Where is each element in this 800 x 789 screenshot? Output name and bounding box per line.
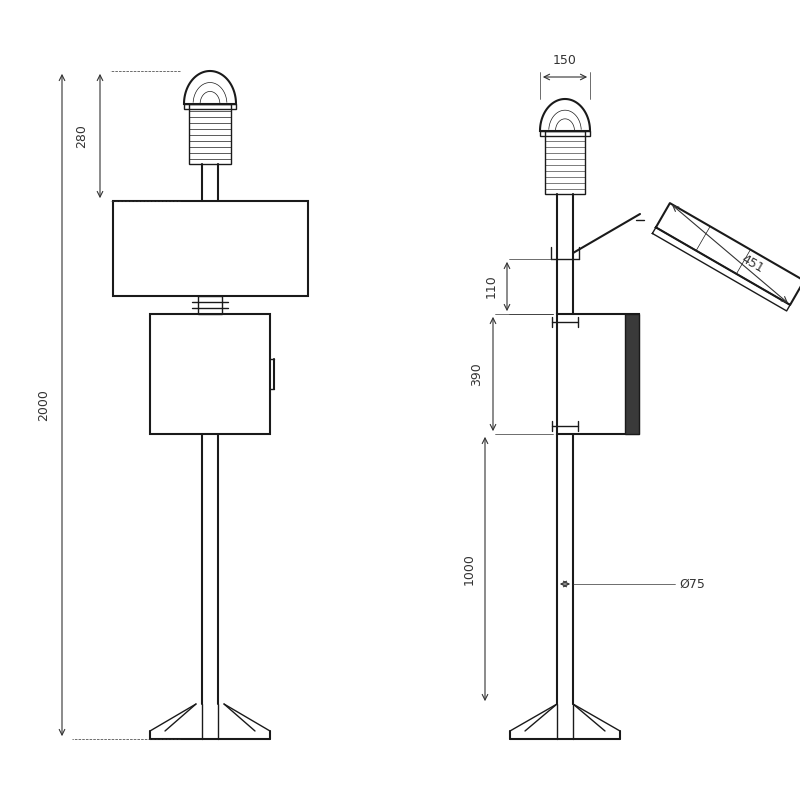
Text: 1000: 1000	[462, 553, 475, 585]
Bar	[198, 296, 222, 314]
Text: 2000: 2000	[38, 389, 50, 421]
Bar	[625, 314, 639, 434]
Bar	[150, 314, 270, 434]
Text: Ø75: Ø75	[679, 578, 705, 590]
Text: 451: 451	[738, 252, 766, 275]
Bar	[545, 131, 585, 194]
Bar	[113, 201, 307, 296]
Bar	[540, 131, 590, 136]
Text: 390: 390	[470, 362, 483, 386]
Text: 110: 110	[485, 275, 498, 298]
Text: 280: 280	[75, 124, 89, 148]
Bar	[189, 104, 231, 164]
Text: 150: 150	[553, 54, 577, 67]
Bar	[184, 104, 236, 109]
Bar	[557, 314, 639, 434]
